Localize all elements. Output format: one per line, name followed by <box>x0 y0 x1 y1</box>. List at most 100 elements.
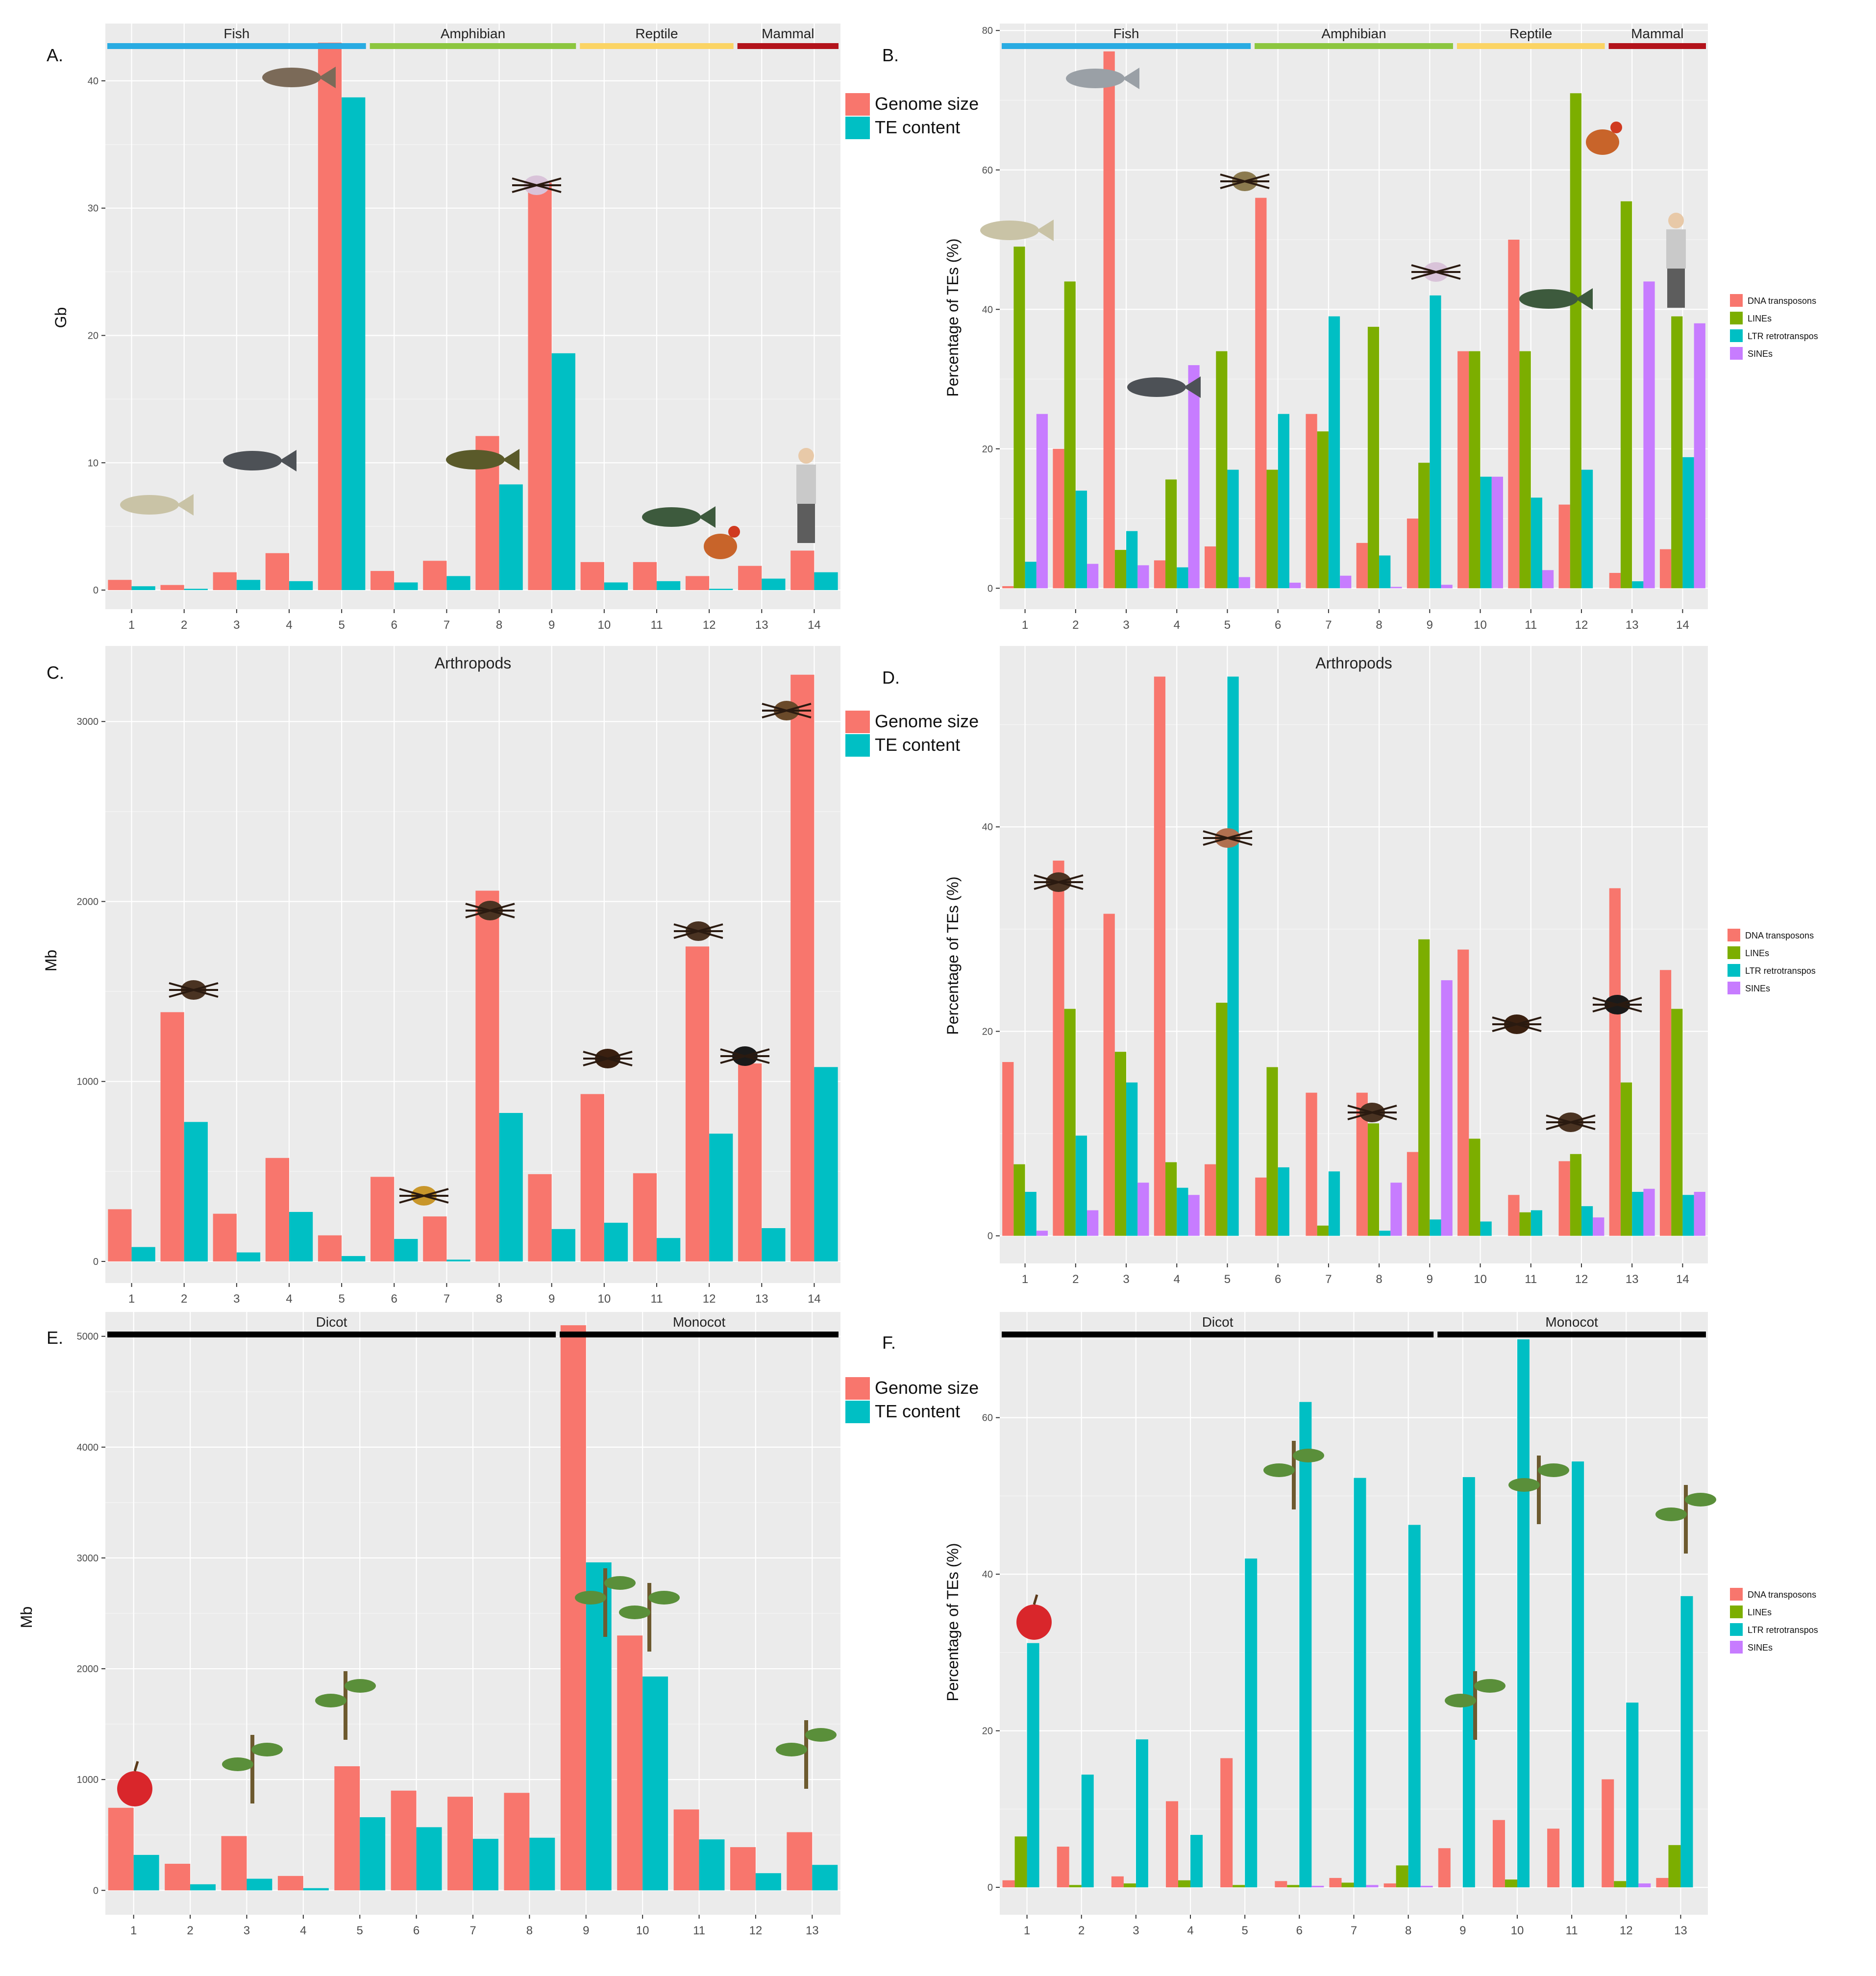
crocodile-icon-body <box>1519 289 1578 309</box>
bar-dna-transposons <box>1275 1881 1287 1888</box>
banana-icon-leaf <box>805 1728 837 1742</box>
apple-icon-stalk <box>1033 1594 1038 1605</box>
beetle-icon <box>1347 1103 1397 1122</box>
group-bar-fish <box>107 43 366 49</box>
x-tick-label: 7 <box>444 1292 450 1306</box>
bar-sines <box>1137 565 1149 589</box>
y-tick-label: 40 <box>982 304 993 315</box>
legend-label: DNA transposons <box>1745 931 1814 940</box>
y-tick-label: 20 <box>982 444 993 455</box>
bar-lines <box>1614 1881 1627 1888</box>
bar-ltr-retrotransposons <box>1572 1461 1584 1888</box>
legend-label: LINEs <box>1748 1607 1772 1617</box>
bar-sines <box>1188 1195 1200 1236</box>
y-tick-label: 20 <box>982 1026 993 1037</box>
apple-icon <box>1016 1594 1052 1640</box>
x-tick-label: 1 <box>1022 1273 1028 1286</box>
y-axis-label: Mb <box>42 950 60 971</box>
bar-ltr-retrotransposons <box>1227 676 1239 1236</box>
bar-dna-transposons <box>1659 970 1672 1236</box>
bar-genome-size <box>580 562 604 591</box>
bar-ltr-retrotransposons <box>1530 1210 1542 1236</box>
bean-icon-leaf <box>315 1694 346 1707</box>
y-tick-label: 40 <box>982 822 993 833</box>
bar-dna-transposons <box>1383 1883 1396 1888</box>
bar-lines <box>1317 431 1329 589</box>
banana-icon <box>1655 1485 1716 1554</box>
x-tick-label: 4 <box>300 1924 306 1937</box>
bar-lines <box>1367 1123 1380 1236</box>
bar-sines <box>1087 1210 1099 1236</box>
bar-genome-size <box>265 1158 289 1261</box>
x-tick-label: 12 <box>703 1292 716 1306</box>
bar-lines <box>1367 326 1380 589</box>
bar-te-content <box>247 1878 272 1891</box>
banana-icon-leaf <box>1685 1493 1716 1507</box>
bar-te-content <box>360 1817 386 1891</box>
legend-label: SINEs <box>1745 984 1770 993</box>
bar-sines <box>1441 585 1453 589</box>
y-tick-label: 0 <box>93 1885 99 1896</box>
bar-genome-size <box>475 890 499 1261</box>
human-icon-head <box>1668 213 1684 228</box>
bar-genome-size <box>528 182 552 591</box>
x-tick-label: 13 <box>755 1292 768 1306</box>
bar-te-content <box>416 1827 442 1891</box>
maize-icon-leaf <box>1508 1478 1540 1492</box>
maize-icon-leaf <box>648 1591 680 1605</box>
scorpion-icon-leg <box>1492 1016 1542 1032</box>
lungfish-icon-body <box>262 68 321 87</box>
bar-dna-transposons <box>1558 504 1570 589</box>
maize-icon-leaf <box>1538 1463 1569 1477</box>
panel-letter: F. <box>882 1333 896 1353</box>
bar-te-content <box>529 1837 555 1891</box>
group-bar-mammal <box>1608 43 1706 49</box>
bar-dna-transposons <box>1609 888 1621 1236</box>
bar-ltr-retrotransposons <box>1027 1643 1039 1888</box>
bar-ltr-retrotransposons <box>1379 555 1391 589</box>
x-tick-label: 10 <box>1474 1273 1487 1286</box>
y-tick-label: 4000 <box>77 1442 99 1453</box>
bar-sines <box>1694 323 1705 589</box>
axolotl-icon <box>1411 262 1461 282</box>
legend-label: TE content <box>875 117 960 137</box>
bar-ltr-retrotransposons <box>1190 1835 1203 1888</box>
bar-lines <box>1013 1164 1025 1236</box>
y-tick-label: 0 <box>987 1231 993 1242</box>
maize-icon <box>1508 1456 1569 1524</box>
bar-te-content <box>289 1211 313 1261</box>
wheat-icon <box>1445 1671 1506 1740</box>
bar-genome-size <box>213 572 237 591</box>
x-tick-label: 14 <box>808 618 821 632</box>
beetle-icon <box>465 901 515 920</box>
bar-genome-size <box>391 1790 417 1891</box>
bar-genome-size <box>673 1809 699 1891</box>
black-widow-icon-leg <box>1592 997 1642 1013</box>
x-tick-label: 9 <box>1459 1924 1466 1937</box>
tick-icon-leg <box>1546 1114 1596 1130</box>
x-tick-label: 5 <box>338 1292 345 1306</box>
bar-te-content <box>762 1228 786 1261</box>
x-tick-label: 12 <box>1620 1924 1633 1937</box>
shark-icon <box>980 220 1054 241</box>
bar-dna-transposons <box>1602 1779 1614 1888</box>
bar-sines <box>1593 1217 1604 1236</box>
bar-lines <box>1469 351 1481 589</box>
coelacanth-icon-body <box>223 451 282 470</box>
bar-ltr-retrotransposons <box>1430 295 1441 589</box>
x-tick-label: 10 <box>1474 618 1487 632</box>
bar-ltr-retrotransposons <box>1462 1477 1475 1888</box>
legend-key <box>845 117 870 139</box>
bar-ltr-retrotransposons <box>1480 476 1492 589</box>
spider-icon <box>169 980 219 1000</box>
bar-te-content <box>499 484 523 591</box>
bar-dna-transposons <box>1558 1161 1570 1236</box>
bar-sines <box>1420 1885 1433 1888</box>
bar-lines <box>1123 1883 1136 1888</box>
x-tick-label: 11 <box>693 1924 705 1937</box>
x-tick-label: 2 <box>181 1292 187 1306</box>
y-tick-label: 40 <box>88 76 99 87</box>
bar-dna-transposons <box>1002 1880 1015 1888</box>
tomato-icon-leaf <box>1293 1449 1324 1462</box>
